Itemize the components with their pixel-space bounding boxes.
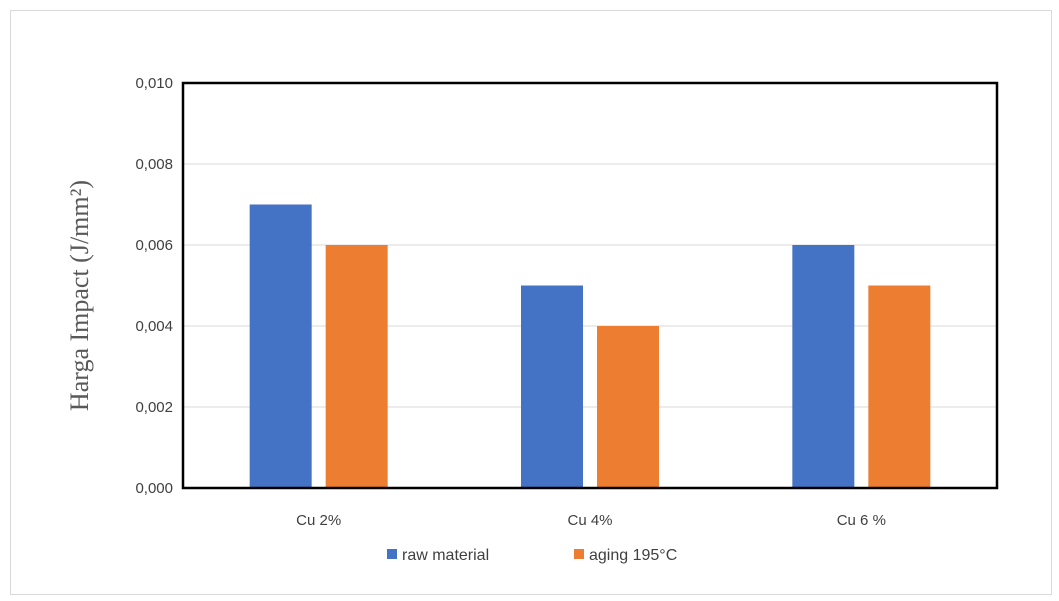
y-tick-label: 0,000	[135, 480, 173, 497]
x-tick-label: Cu 4%	[567, 512, 612, 529]
legend-swatch	[574, 549, 584, 559]
y-tick-label: 0,004	[135, 318, 173, 335]
y-axis-label: Harga Impact (J/mm²)	[65, 180, 94, 411]
bar-aging-3	[868, 285, 931, 488]
bar-aging-2	[597, 326, 659, 488]
plot-border	[181, 81, 999, 490]
legend: raw material aging 195°C	[387, 547, 677, 564]
y-tick-label: 0,006	[135, 237, 173, 254]
y-tick-label: 0,008	[135, 156, 173, 173]
bars	[249, 204, 931, 488]
y-tick-labels: 0,000 0,002 0,004 0,006 0,008 0,010	[135, 75, 173, 497]
bar-raw-material-2	[521, 285, 583, 488]
bar-raw-material-3	[792, 245, 855, 488]
x-tick-labels: Cu 2% Cu 4% Cu 6 %	[296, 512, 886, 529]
x-tick-label: Cu 2%	[296, 512, 341, 529]
legend-label: raw material	[402, 547, 489, 564]
legend-label: aging 195°C	[589, 547, 677, 564]
bar-aging-1	[325, 245, 388, 488]
gridlines	[183, 163, 997, 408]
y-tick-label: 0,002	[135, 399, 173, 416]
bar-raw-material-1	[249, 204, 312, 488]
y-tick-label: 0,010	[135, 75, 173, 92]
legend-swatch	[387, 549, 397, 559]
x-tick-label: Cu 6 %	[837, 512, 886, 529]
